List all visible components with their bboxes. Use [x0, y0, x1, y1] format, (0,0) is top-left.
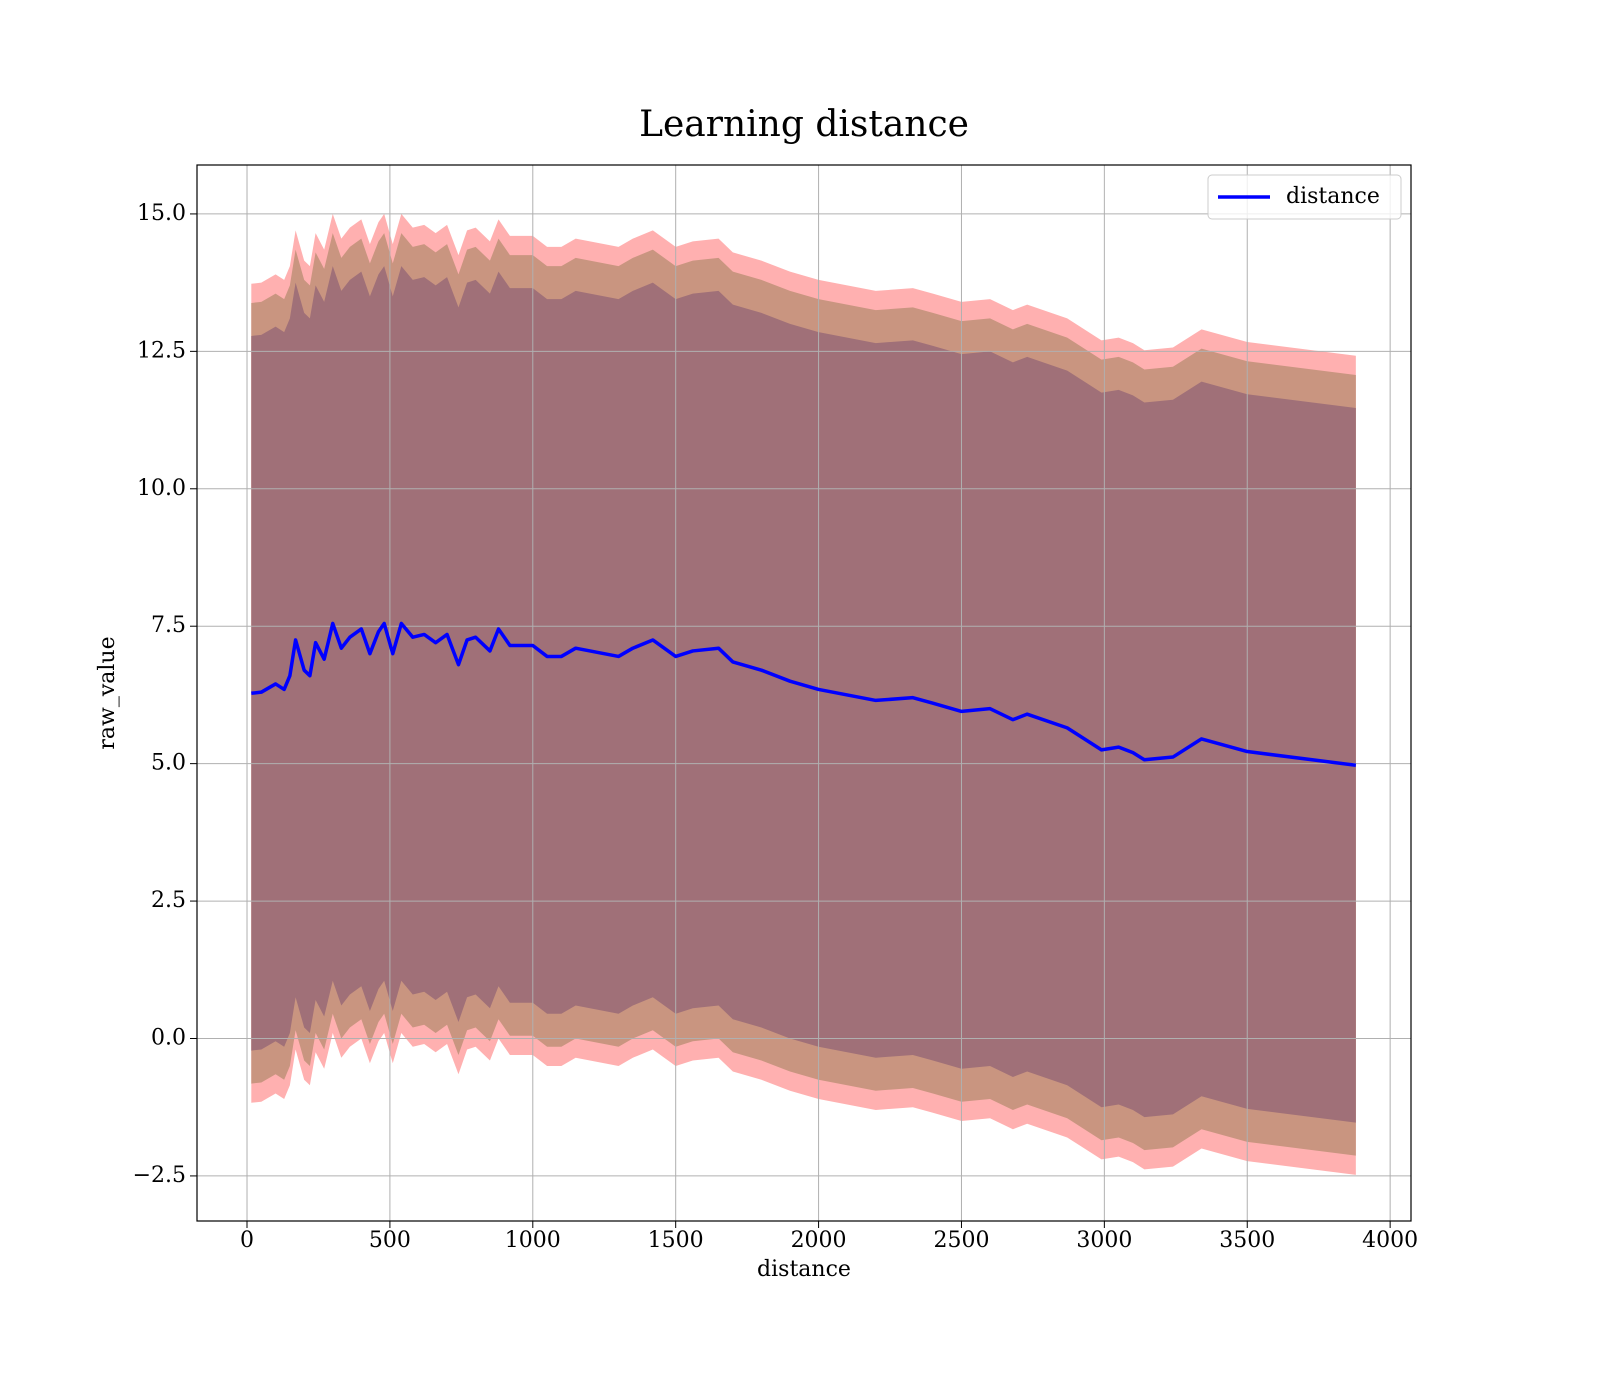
y-tick-label: 2.5	[151, 888, 186, 913]
x-tick-label: 0	[240, 1228, 254, 1253]
x-tick-label: 2000	[791, 1228, 847, 1253]
line	[251, 621, 1357, 768]
x-tick-label: 3000	[1076, 1228, 1132, 1253]
x-tick-label: 3500	[1219, 1228, 1275, 1253]
y-tick-label: −2.5	[133, 1163, 186, 1188]
legend-label: distance	[1286, 184, 1380, 209]
y-tick-label: 0.0	[151, 1025, 186, 1050]
band	[251, 266, 1356, 1123]
x-axis-label: distance	[757, 1257, 851, 1282]
x-tick-label: 1000	[505, 1228, 561, 1253]
x-tick-label: 500	[369, 1228, 411, 1253]
legend-box	[1207, 174, 1402, 220]
y-axis-label: raw_value	[95, 636, 120, 749]
x-tick-label: 2500	[933, 1228, 989, 1253]
plot-frame	[196, 164, 1412, 1222]
y-tick-label: 7.5	[151, 613, 186, 638]
x-tick-label: 4000	[1362, 1228, 1418, 1253]
y-tick-label: 15.0	[137, 201, 186, 226]
y-tick-label: 5.0	[151, 751, 186, 776]
x-tick-label: 1500	[648, 1228, 704, 1253]
y-tick-label: 12.5	[137, 338, 186, 363]
y-tick-label: 10.0	[137, 476, 186, 501]
legend: distance	[1207, 174, 1402, 220]
chart-title: Learning distance	[639, 104, 969, 145]
